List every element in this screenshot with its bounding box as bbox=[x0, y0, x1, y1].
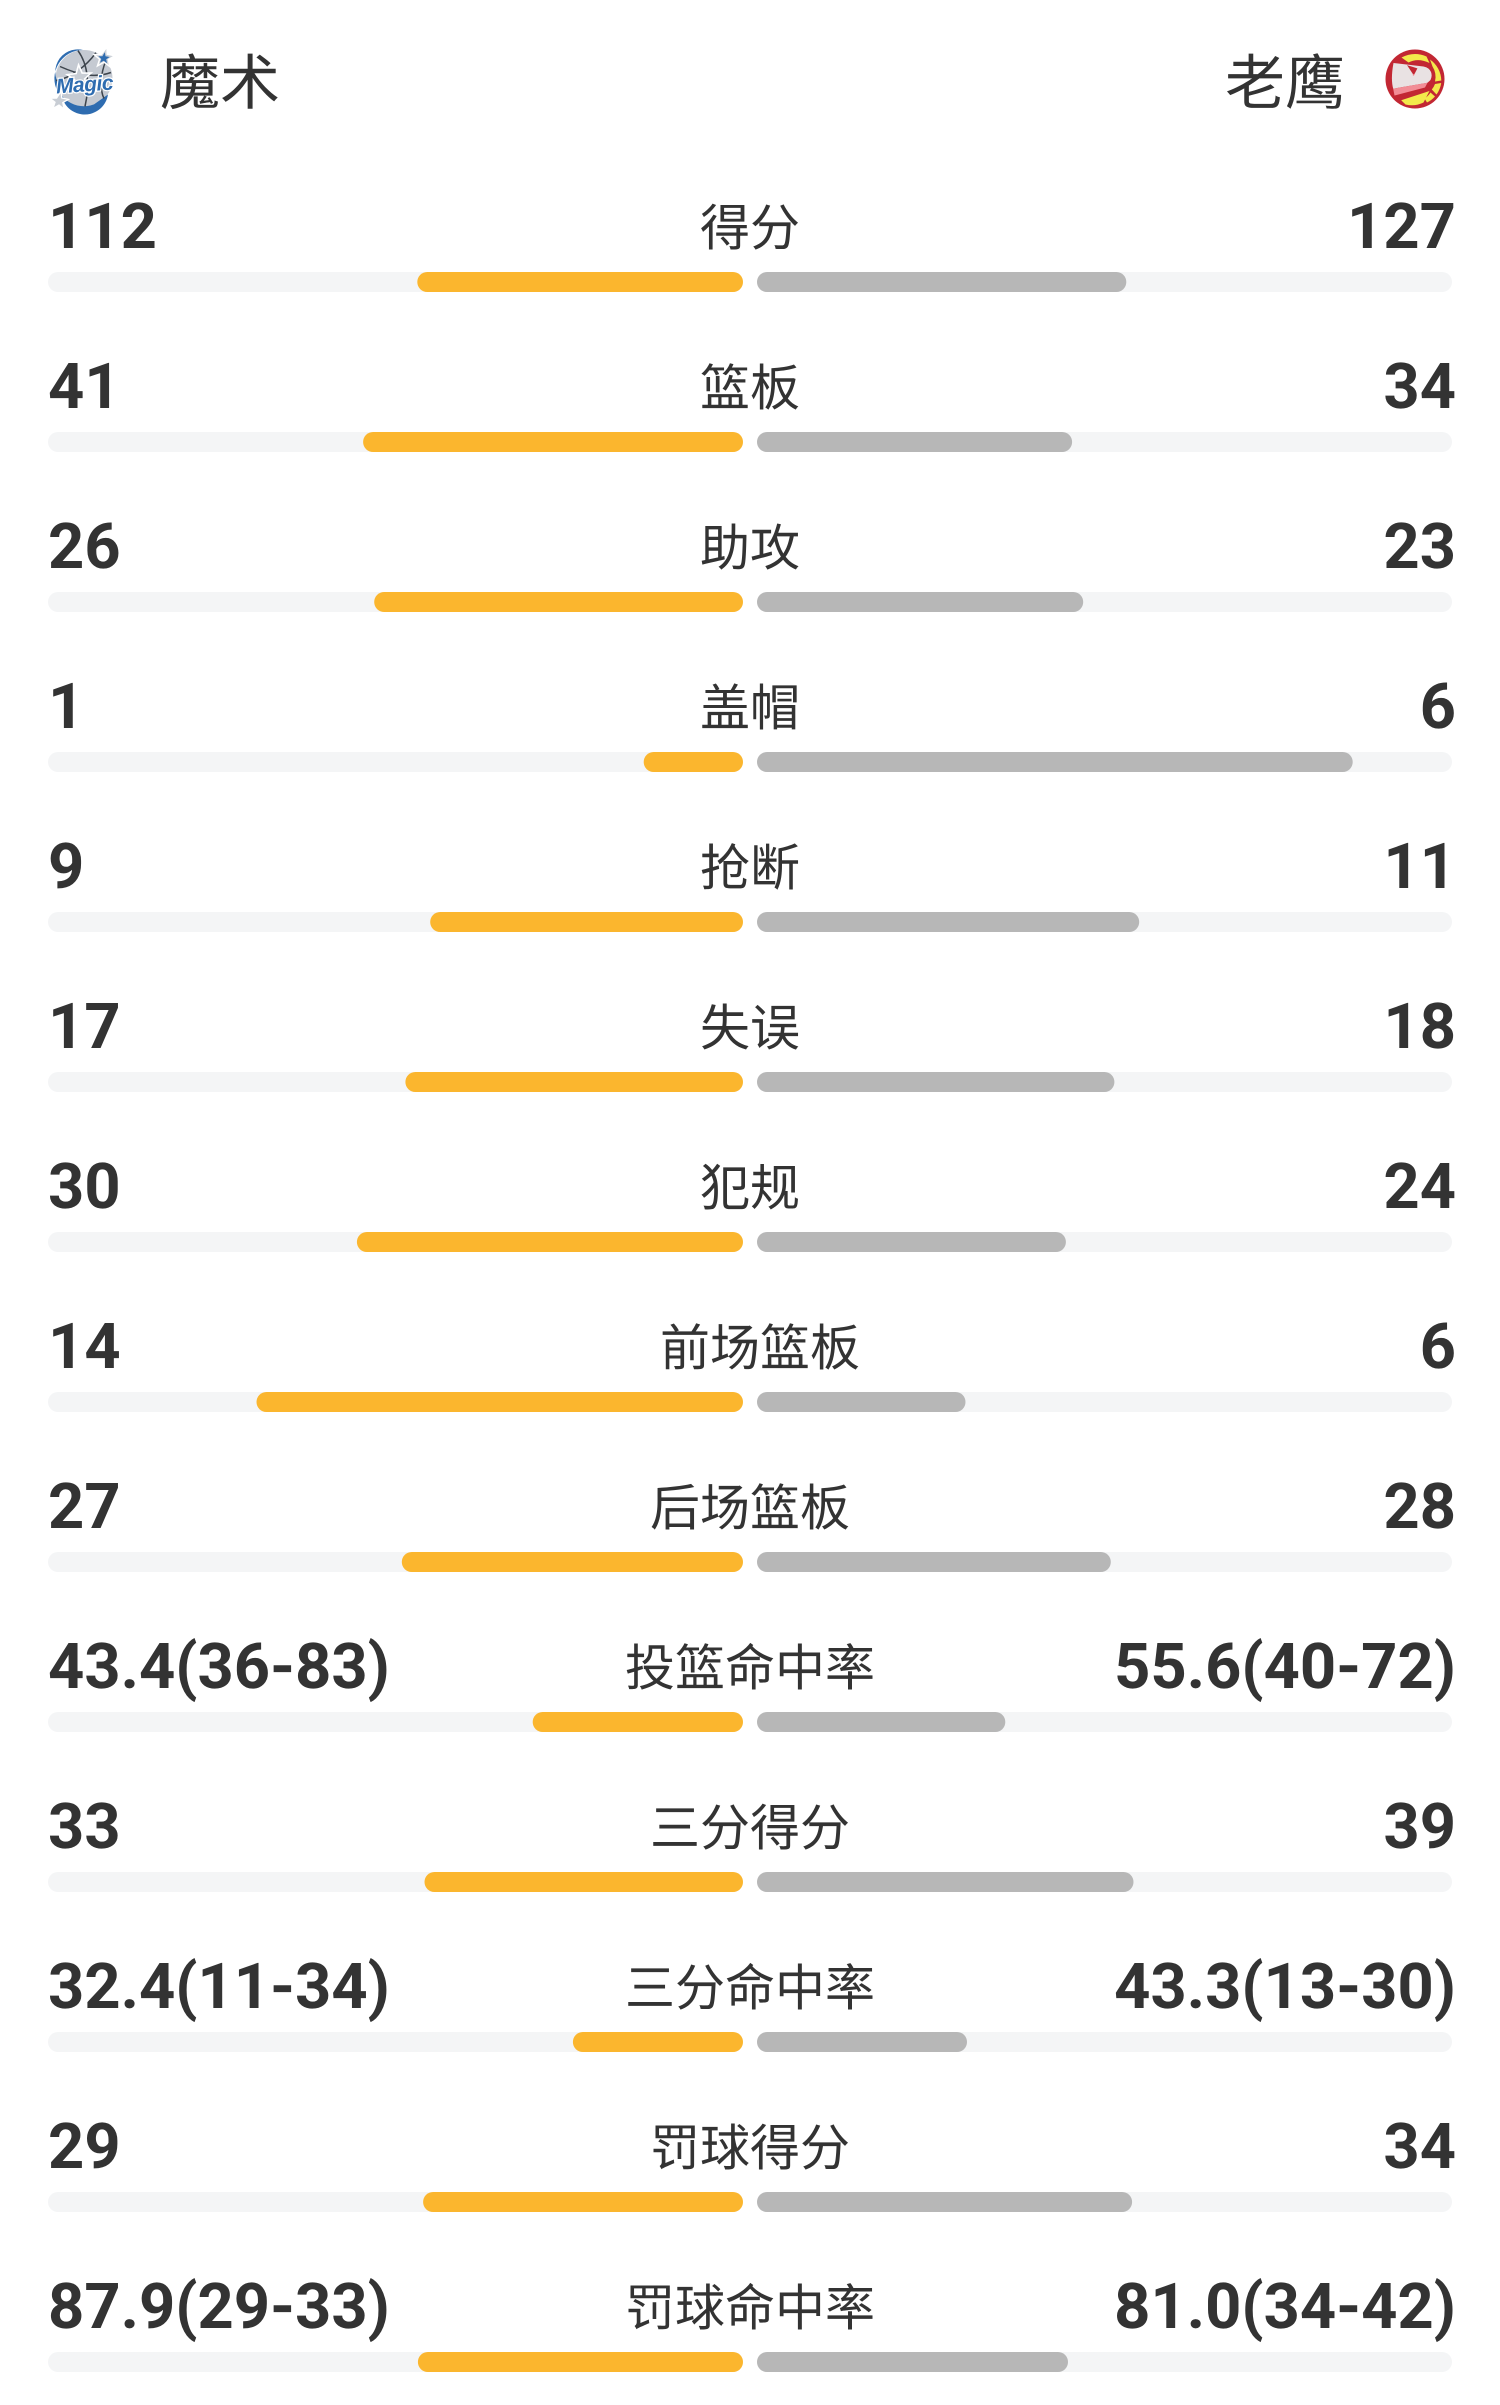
svg-text:Magic: Magic bbox=[55, 71, 114, 98]
